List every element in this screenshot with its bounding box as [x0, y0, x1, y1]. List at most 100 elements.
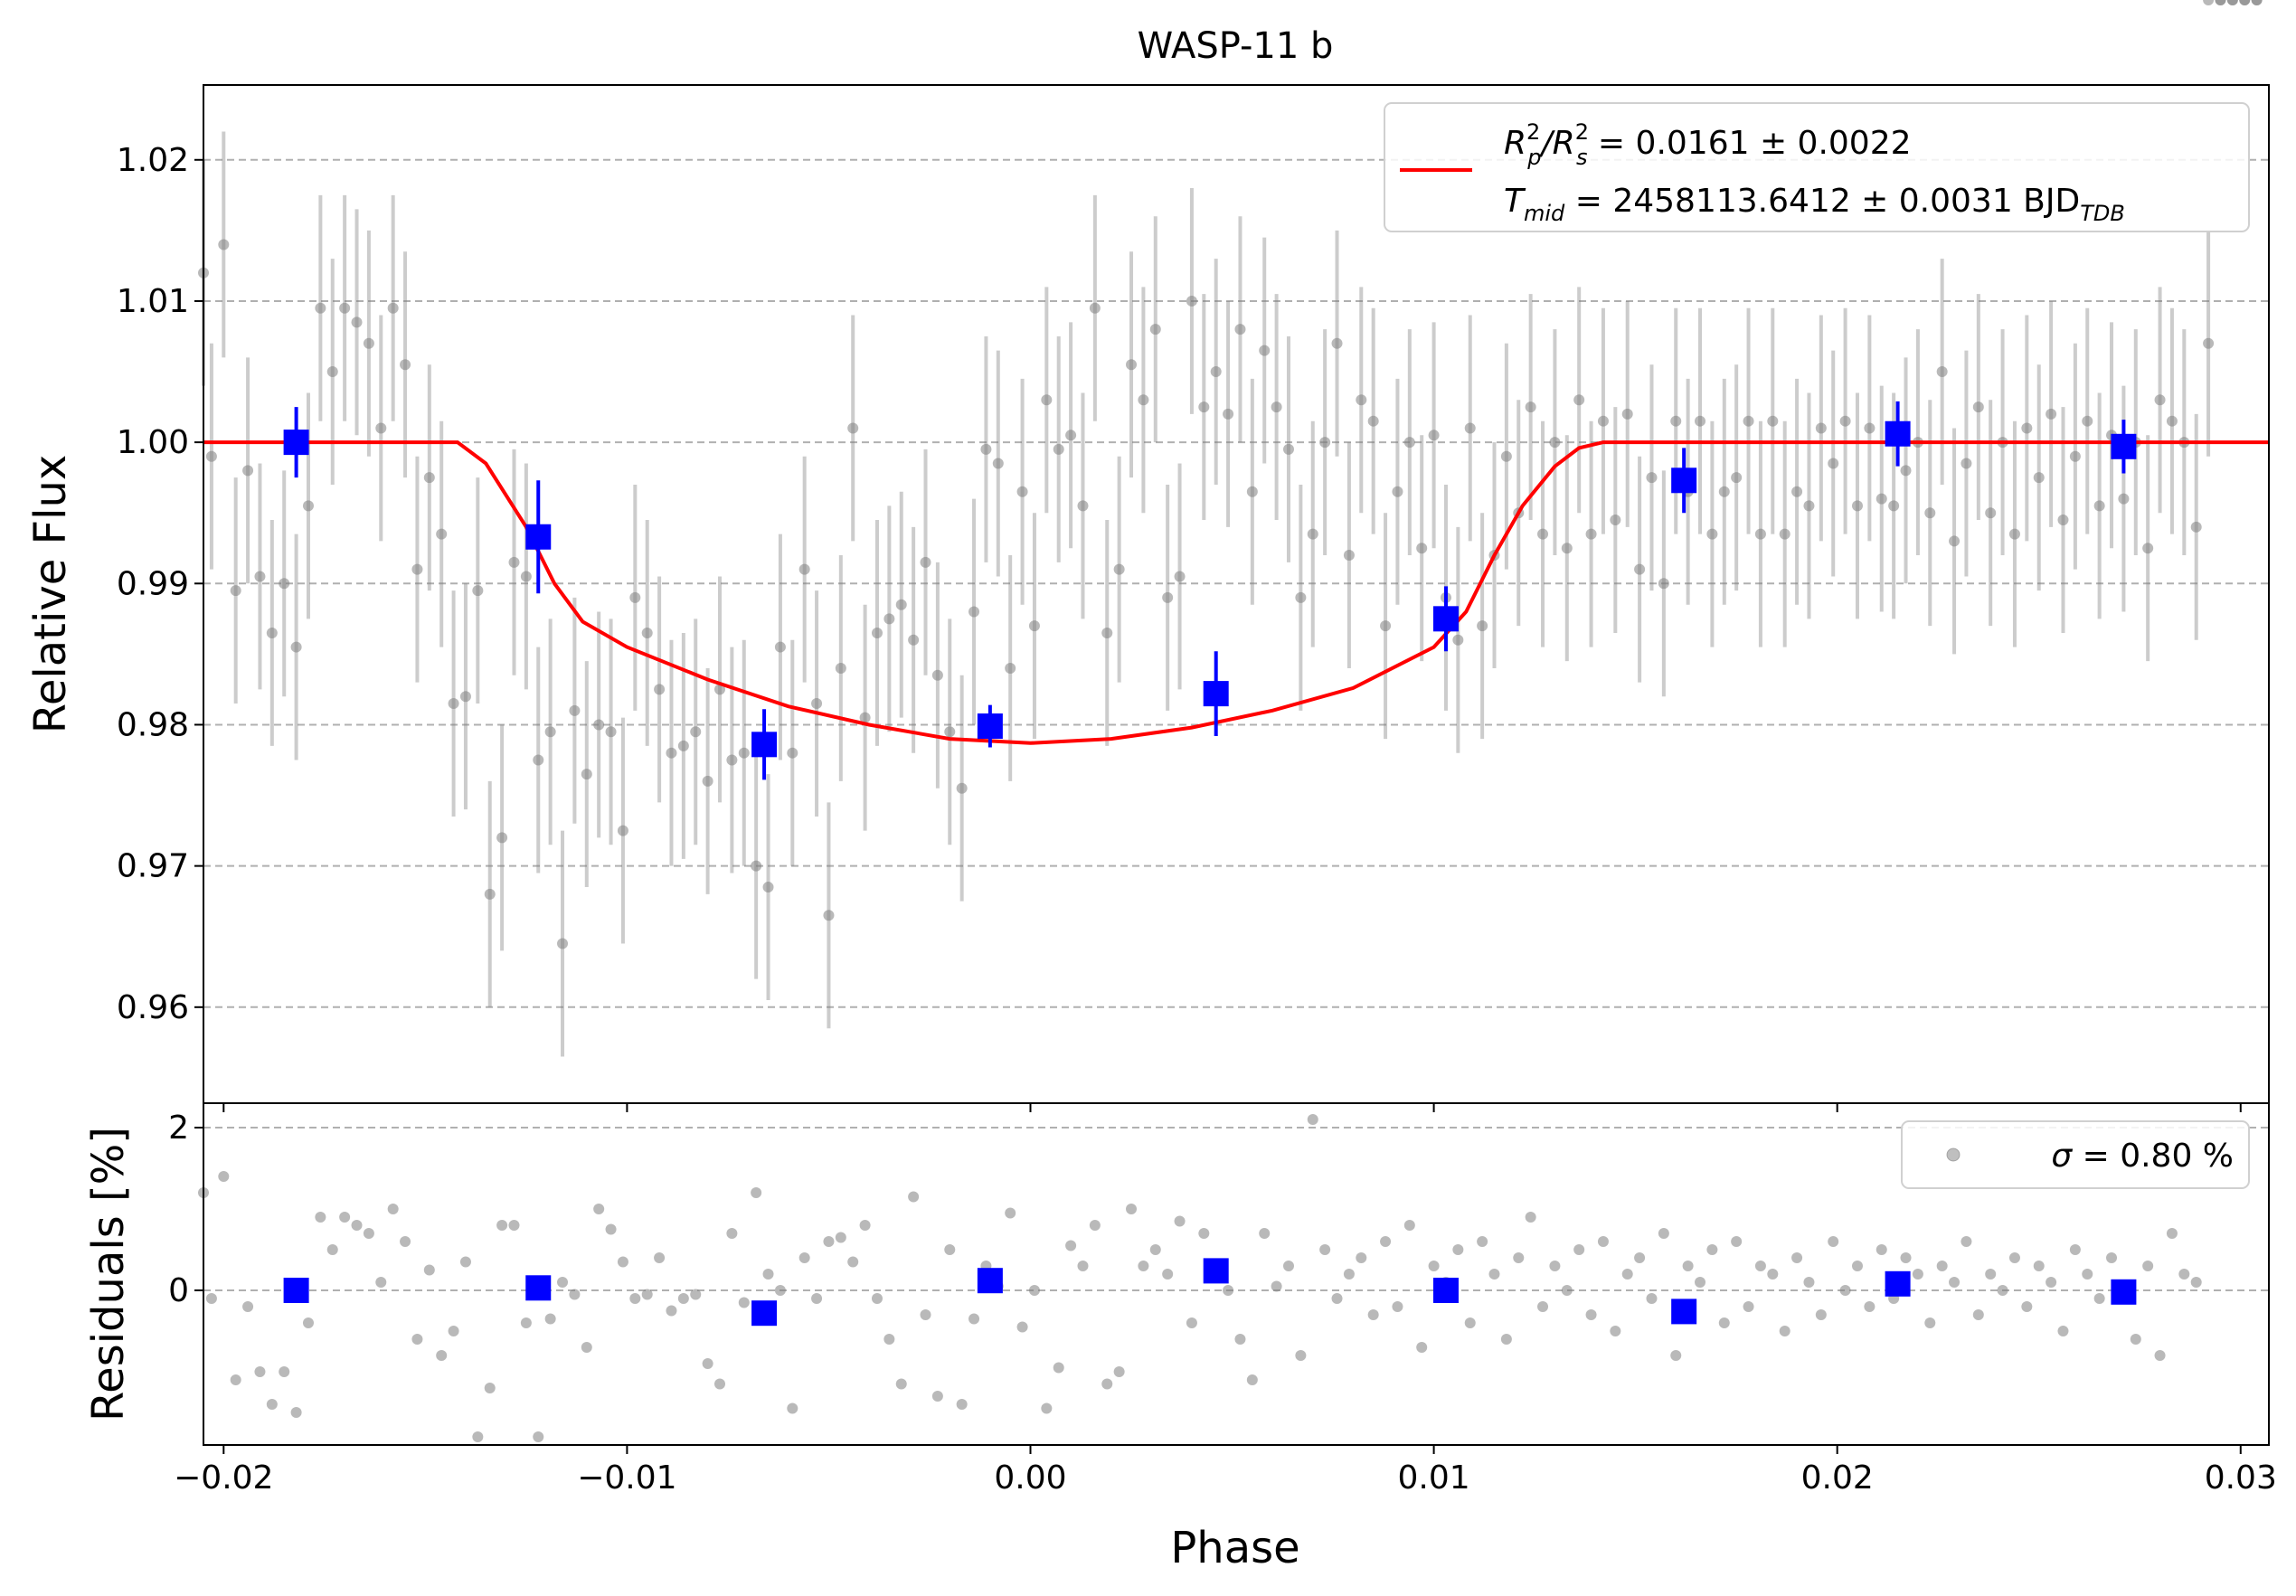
residual-point	[533, 1431, 544, 1442]
binned-data-point	[1671, 467, 1697, 494]
residual-point	[726, 1228, 738, 1239]
raw-data-point	[2069, 450, 2081, 462]
raw-data-point	[1585, 528, 1597, 540]
raw-data-point	[690, 726, 702, 738]
raw-data-point	[1828, 458, 1839, 469]
residual-point	[544, 1313, 556, 1325]
residual-axes-frame	[203, 1102, 2270, 1446]
raw-data-point	[1961, 458, 1972, 469]
raw-data-point	[2021, 422, 2033, 434]
residual-point	[1028, 1285, 1040, 1296]
residual-point	[1367, 1309, 1379, 1320]
x-tick-label: −0.01	[577, 1459, 676, 1497]
residual-point	[1791, 1252, 1803, 1263]
residual-point	[871, 1293, 883, 1304]
raw-data-point	[787, 747, 798, 759]
raw-data-point	[1089, 302, 1101, 314]
raw-data-point	[1343, 550, 1355, 562]
residual-point	[1500, 1334, 1512, 1345]
residual-point	[1972, 1309, 1984, 1320]
residual-point	[351, 1220, 363, 1231]
residual-point	[1234, 1334, 1246, 1345]
raw-data-point	[1246, 486, 1258, 497]
residual-point	[1041, 1402, 1053, 1414]
raw-data-point	[411, 563, 423, 575]
raw-data-point	[1234, 324, 1246, 335]
residual-point	[363, 1228, 374, 1239]
raw-data-point	[2118, 493, 2130, 505]
x-tick-label: 0.00	[994, 1459, 1066, 1497]
raw-data-point	[1149, 324, 1161, 335]
residual-point	[1839, 1285, 1851, 1296]
residual-point	[1174, 1215, 1186, 1227]
raw-data-point	[1162, 591, 1174, 603]
residual-point	[1658, 1228, 1669, 1239]
residual-point	[1634, 1252, 1646, 1263]
residual-point	[1851, 1261, 1863, 1271]
residual-y-tick-label: 2	[168, 1110, 189, 1147]
residual-point	[1924, 1317, 1936, 1328]
residual-point	[2021, 1301, 2033, 1312]
raw-data-point	[2008, 528, 2020, 540]
raw-data-point	[605, 726, 617, 738]
raw-data-point	[920, 556, 931, 568]
residual-point	[629, 1293, 641, 1304]
residual-y-tick-label: 0	[168, 1272, 189, 1309]
residual-point	[1525, 1212, 1536, 1223]
raw-data-point	[2190, 521, 2202, 533]
residual-point	[1731, 1236, 1743, 1247]
raw-data-point	[714, 684, 725, 695]
binned-data-point	[751, 732, 778, 758]
residual-point	[895, 1378, 907, 1390]
raw-data-point	[1839, 415, 1851, 427]
raw-data-point	[423, 472, 435, 484]
residual-point	[1416, 1342, 1428, 1353]
residual-point	[2046, 1277, 2057, 1288]
residual-point	[762, 1269, 774, 1280]
main-y-axis-label: Relative Flux	[25, 455, 76, 734]
raw-data-point	[1597, 415, 1609, 427]
raw-data-point	[339, 302, 351, 314]
raw-data-point	[400, 359, 411, 371]
residual-point	[2203, 0, 2215, 5]
legend-sigma: σ = 0.80 %	[2051, 1138, 2234, 1175]
residual-point	[1706, 1244, 1718, 1255]
residual-point	[1949, 1277, 1961, 1288]
raw-data-point	[1876, 493, 1887, 505]
residual-point	[1101, 1378, 1113, 1390]
residual-point	[2142, 1261, 2154, 1271]
raw-data-point	[581, 769, 592, 780]
residual-point	[1488, 1269, 1500, 1280]
raw-data-point	[1392, 486, 1403, 497]
residual-point	[593, 1204, 605, 1214]
residual-point	[520, 1317, 532, 1328]
raw-data-point	[436, 528, 448, 540]
residual-point	[1610, 1326, 1621, 1336]
residual-point	[2033, 1261, 2045, 1271]
residual-point	[1912, 1269, 1923, 1280]
raw-data-point	[1028, 620, 1040, 632]
main-y-tick-label: 1.00	[117, 424, 189, 461]
residual-binned-point	[283, 1278, 309, 1303]
residual-point	[1126, 1204, 1138, 1214]
residual-point	[1016, 1321, 1028, 1333]
residual-point	[459, 1256, 471, 1268]
residual-point	[1513, 1252, 1525, 1263]
raw-data-point	[1525, 401, 1536, 413]
raw-data-point	[1972, 401, 1984, 413]
raw-data-point	[1695, 415, 1706, 427]
residual-point	[859, 1220, 871, 1231]
residual-point	[1803, 1277, 1815, 1288]
residual-point	[1053, 1362, 1064, 1374]
raw-data-point	[520, 571, 532, 582]
raw-data-point	[908, 634, 920, 646]
raw-data-point	[1223, 408, 1234, 420]
raw-data-point	[1949, 535, 1961, 547]
raw-data-point	[1295, 591, 1307, 603]
raw-data-point	[230, 585, 241, 597]
raw-data-point	[1271, 401, 1282, 413]
raw-data-point	[1561, 543, 1573, 554]
residual-point	[1343, 1269, 1355, 1280]
raw-data-point	[1900, 465, 1912, 477]
x-tick-label: 0.03	[2205, 1459, 2277, 1497]
